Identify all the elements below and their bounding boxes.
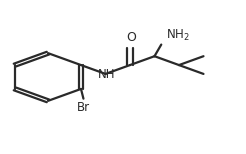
Text: O: O xyxy=(126,31,136,44)
Text: NH: NH xyxy=(98,68,115,81)
Text: Br: Br xyxy=(77,101,90,114)
Text: NH$_2$: NH$_2$ xyxy=(166,28,189,43)
